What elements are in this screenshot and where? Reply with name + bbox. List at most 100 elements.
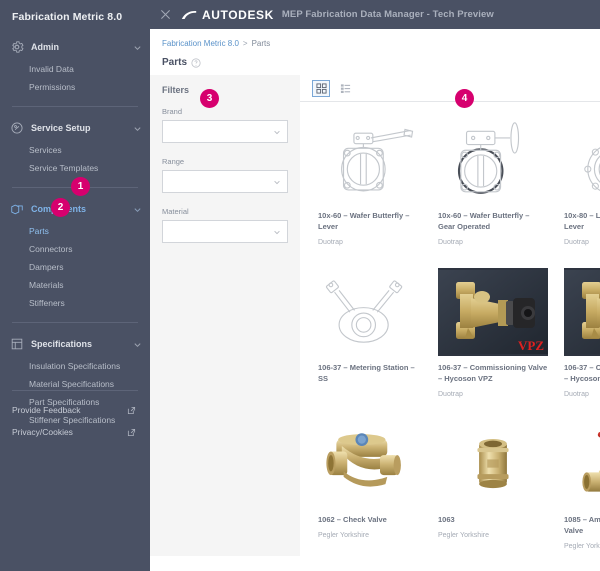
part-name: 1063	[438, 515, 455, 524]
part-card[interactable]: VTZ 106-37 – Commissioning Valve – Hycos…	[556, 264, 600, 416]
page-title-row: Parts	[150, 48, 600, 75]
help-circle-icon[interactable]	[191, 57, 201, 68]
sidebar-group-admin-header[interactable]: Admin	[0, 34, 150, 60]
part-brand: Duotrap	[564, 390, 589, 398]
sidebar-group-specifications-header[interactable]: Specifications	[0, 331, 150, 357]
filter-range-label: Range	[162, 157, 185, 166]
part-brand: Duotrap	[438, 238, 463, 246]
sidebar: Fabrication Metric 8.0 Admin Invalid Dat…	[0, 0, 150, 571]
sidebar-divider	[12, 106, 138, 107]
sidebar-group-specifications: Specifications Insulation Specifications…	[0, 331, 150, 431]
sidebar-divider	[12, 390, 138, 391]
part-thumbnail	[564, 420, 600, 508]
filters-title: Filters	[162, 85, 190, 95]
sidebar-item-material-specifications[interactable]: Material Specifications	[29, 379, 115, 389]
gate-valve-photo	[582, 432, 600, 492]
external-link-icon	[127, 428, 136, 436]
grid-view-button[interactable]	[312, 79, 330, 97]
part-brand: Duotrap	[318, 238, 343, 246]
sidebar-group-admin-label: Admin	[31, 42, 59, 52]
chevron-down-icon	[134, 207, 141, 212]
sidebar-divider	[12, 322, 138, 323]
chevron-down-icon	[134, 126, 141, 131]
part-name: 10x-60 – Wafer Butterfly – Gear Operated	[438, 211, 530, 231]
sidebar-item-permissions[interactable]: Permissions	[29, 82, 76, 92]
provide-feedback-link[interactable]: Provide Feedback	[0, 399, 150, 421]
part-card[interactable]: 10x-60 – Wafer Butterfly – Lever Duotrap	[310, 112, 430, 264]
specifications-icon	[11, 338, 23, 350]
part-thumbnail	[318, 268, 422, 356]
chevron-down-icon	[134, 45, 141, 50]
part-card[interactable]: 1063 Pegler Yorkshire	[430, 416, 556, 556]
filter-material-select[interactable]	[162, 220, 288, 243]
commissioning-valve-photo	[564, 270, 600, 354]
part-card[interactable]: 106-37 – Metering Station – SS	[310, 264, 430, 416]
sidebar-item-service-templates[interactable]: Service Templates	[29, 163, 99, 173]
filter-brand-select[interactable]	[162, 120, 288, 143]
list-view-button[interactable]	[336, 80, 354, 97]
external-link-icon	[127, 406, 136, 414]
results-panel: 10x-60 – Wafer Butterfly – Lever Duotrap	[300, 75, 600, 556]
filter-brand-label: Brand	[162, 107, 183, 116]
sidebar-group-admin: Admin Invalid Data Permissions	[0, 34, 150, 98]
part-name: 10x-60 – Wafer Butterfly – Lever	[318, 211, 410, 231]
part-name: 106-37 – Commissioning Valve – Hycoson V…	[564, 363, 600, 383]
callout-badge-4: 4	[455, 89, 474, 108]
results-grid: 10x-60 – Wafer Butterfly – Lever Duotrap	[300, 102, 600, 556]
chevron-down-icon	[274, 180, 280, 184]
part-name: 106-37 – Commissioning Valve – Hycoson V…	[438, 363, 548, 383]
part-card[interactable]: 10x-80 – Lugged Butterfly – Lever Duotra…	[556, 112, 600, 264]
view-toolbar	[300, 75, 600, 102]
components-icon	[11, 204, 23, 215]
part-card[interactable]: 1085 – American NPT – Gate Valve Pegler …	[556, 416, 600, 556]
callout-badge-1: 1	[71, 177, 90, 196]
metering-station-lineart	[326, 280, 403, 343]
chevron-down-icon	[274, 130, 280, 134]
part-card[interactable]: 1062 – Check Valve Pegler Yorkshire	[310, 416, 430, 556]
sidebar-item-connectors[interactable]: Connectors	[29, 244, 73, 254]
chevron-down-icon	[134, 342, 141, 347]
sidebar-item-services[interactable]: Services	[29, 145, 62, 155]
sidebar-group-service-setup-header[interactable]: Service Setup	[0, 115, 150, 141]
lugged-butterfly-valve-lineart	[584, 147, 600, 192]
part-name: 10x-80 – Lugged Butterfly – Lever	[564, 211, 600, 231]
sidebar-item-dampers[interactable]: Dampers	[29, 262, 64, 272]
sidebar-item-stiffener-specifications[interactable]: Stiffener Specifications	[29, 415, 116, 425]
part-name: 1085 – American NPT – Gate Valve	[564, 515, 600, 535]
privacy-cookies-link[interactable]: Privacy/Cookies	[0, 421, 150, 443]
autodesk-logo-icon	[181, 10, 197, 19]
body-row: Filters Brand Range	[150, 75, 600, 556]
part-card[interactable]: 10x-60 – Wafer Butterfly – Gear Operated…	[430, 112, 556, 264]
sidebar-item-invalid-data[interactable]: Invalid Data	[29, 64, 74, 74]
autodesk-wordmark: AUTODESK	[202, 7, 274, 22]
close-icon[interactable]	[160, 9, 171, 20]
product-image-tag: VPZ	[518, 338, 544, 353]
part-brand: Duotrap	[438, 390, 463, 398]
top-bar: AUTODESK MEP Fabrication Data Manager - …	[150, 0, 600, 29]
sidebar-item-materials[interactable]: Materials	[29, 280, 64, 290]
breadcrumb: Fabrication Metric 8.0 > Parts	[150, 29, 600, 48]
sidebar-item-part-specifications[interactable]: Part Specifications	[29, 397, 100, 407]
part-thumbnail	[564, 116, 600, 204]
part-thumbnail	[318, 420, 422, 508]
part-brand: Duotrap	[564, 238, 589, 246]
filter-material-label: Material	[162, 207, 189, 216]
filter-range-select[interactable]	[162, 170, 288, 193]
part-brand: Pegler Yorkshire	[438, 531, 489, 539]
sidebar-item-insulation-specifications[interactable]: Insulation Specifications	[29, 361, 121, 371]
breadcrumb-current: Parts	[251, 39, 271, 48]
breadcrumb-separator: >	[242, 39, 248, 48]
breadcrumb-root[interactable]: Fabrication Metric 8.0	[162, 39, 239, 48]
main-pane: AUTODESK MEP Fabrication Data Manager - …	[150, 0, 600, 571]
sidebar-group-components-label: Components	[31, 204, 133, 214]
sidebar-item-stiffeners[interactable]: Stiffeners	[29, 298, 65, 308]
part-card[interactable]: VPZ 106-37 – Commissioning Valve – Hycos…	[430, 264, 556, 416]
part-name: 1062 – Check Valve	[318, 515, 387, 524]
sidebar-footer: Provide Feedback Privacy/Cookies	[0, 382, 150, 571]
check-valve-photo	[326, 433, 401, 487]
sidebar-item-parts[interactable]: Parts	[29, 226, 49, 236]
provide-feedback-label: Provide Feedback	[12, 405, 81, 415]
sidebar-group-specifications-label: Specifications	[31, 339, 93, 349]
part-name: 106-37 – Metering Station – SS	[318, 363, 415, 383]
sidebar-group-components-header[interactable]: Components	[0, 196, 150, 222]
